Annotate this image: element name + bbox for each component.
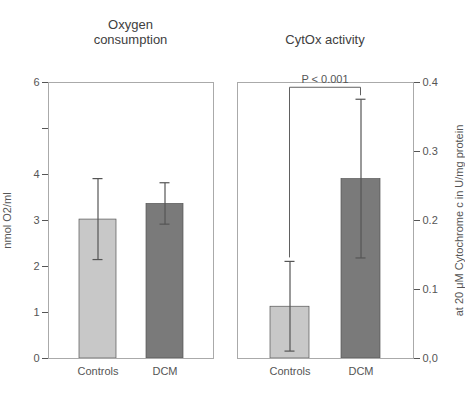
svg-text:1: 1 bbox=[33, 306, 39, 318]
svg-text:0.3: 0.3 bbox=[423, 145, 438, 157]
svg-text:0.1: 0.1 bbox=[423, 283, 438, 295]
svg-text:Controls: Controls bbox=[270, 365, 311, 377]
html-text:Oxygen consumption: Oxygen consumption bbox=[93, 16, 168, 48]
html-text:CytOx activity: CytOx activity bbox=[285, 32, 365, 48]
svg-text:0.4: 0.4 bbox=[423, 76, 438, 88]
svg-text:6: 6 bbox=[33, 76, 39, 88]
svg-text:2: 2 bbox=[33, 260, 39, 272]
svg-text:at 20 μM Cytochrome c in U/mg: at 20 μM Cytochrome c in U/mg protein bbox=[453, 125, 465, 317]
svg-text:nmol O2/ml: nmol O2/ml bbox=[1, 192, 13, 248]
svg-text:DCM: DCM bbox=[348, 365, 373, 377]
svg-text:4: 4 bbox=[33, 168, 39, 180]
svg-text:P < 0.001: P < 0.001 bbox=[301, 73, 348, 85]
svg-text:0,0: 0,0 bbox=[423, 352, 438, 364]
svg-text:0: 0 bbox=[33, 352, 39, 364]
svg-text:3: 3 bbox=[33, 214, 39, 226]
svg-text:DCM: DCM bbox=[152, 365, 177, 377]
svg-text:Controls: Controls bbox=[78, 365, 119, 377]
svg-text:0.2: 0.2 bbox=[423, 214, 438, 226]
